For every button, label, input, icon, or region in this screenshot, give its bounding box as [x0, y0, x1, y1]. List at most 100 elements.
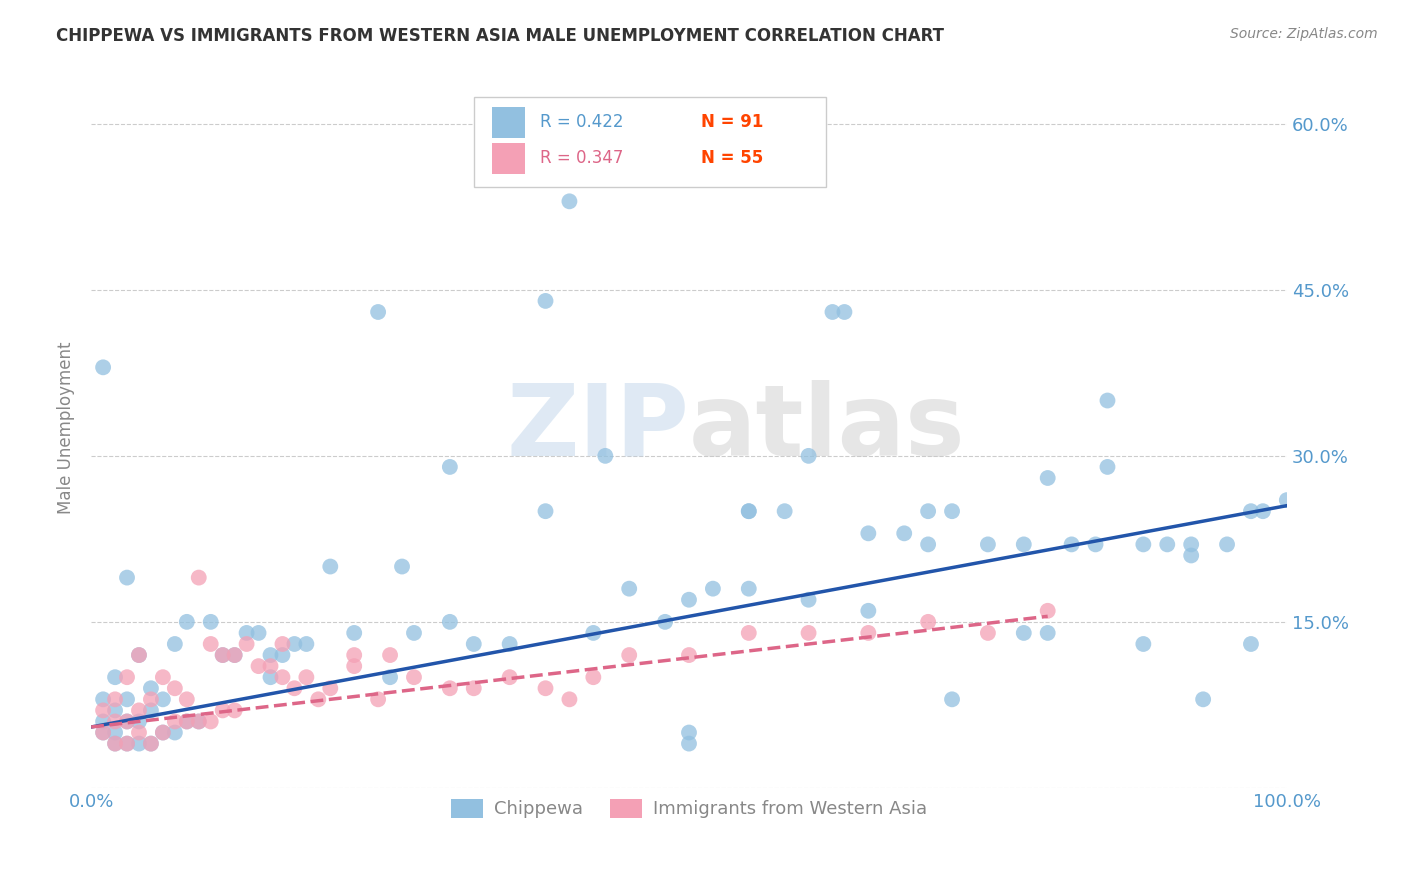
Point	[128, 703, 150, 717]
Point	[343, 626, 366, 640]
Point	[378, 648, 401, 662]
Point	[283, 681, 305, 696]
Point	[534, 504, 557, 518]
Point	[152, 725, 174, 739]
Point	[797, 592, 820, 607]
Point	[319, 681, 342, 696]
Point	[534, 293, 557, 308]
Point	[211, 648, 233, 662]
Point	[1275, 493, 1298, 508]
Point	[941, 692, 963, 706]
Point	[678, 592, 700, 607]
Point	[1036, 604, 1059, 618]
Point	[176, 692, 198, 706]
Text: Source: ZipAtlas.com: Source: ZipAtlas.com	[1230, 27, 1378, 41]
Point	[295, 670, 318, 684]
Point	[1156, 537, 1178, 551]
Point	[187, 714, 209, 729]
Point	[439, 459, 461, 474]
Point	[163, 725, 186, 739]
Point	[224, 648, 246, 662]
Point	[211, 648, 233, 662]
Point	[139, 737, 162, 751]
Point	[343, 659, 366, 673]
Point	[1097, 459, 1119, 474]
FancyBboxPatch shape	[492, 144, 526, 174]
Point	[115, 714, 138, 729]
Point	[152, 670, 174, 684]
Point	[176, 714, 198, 729]
Point	[271, 648, 294, 662]
Point	[139, 703, 162, 717]
Point	[797, 449, 820, 463]
Point	[139, 692, 162, 706]
Point	[738, 626, 761, 640]
Point	[163, 714, 186, 729]
Point	[271, 670, 294, 684]
Point	[224, 648, 246, 662]
Point	[678, 737, 700, 751]
Point	[104, 703, 127, 717]
Point	[271, 637, 294, 651]
Point	[176, 615, 198, 629]
Point	[211, 703, 233, 717]
Point	[152, 725, 174, 739]
Point	[128, 648, 150, 662]
Point	[104, 692, 127, 706]
Point	[295, 637, 318, 651]
Point	[558, 692, 581, 706]
Point	[917, 537, 939, 551]
Point	[259, 670, 281, 684]
Point	[283, 637, 305, 651]
Point	[139, 737, 162, 751]
Point	[1097, 393, 1119, 408]
Point	[402, 670, 425, 684]
Point	[1192, 692, 1215, 706]
Point	[1251, 504, 1274, 518]
Point	[439, 681, 461, 696]
Point	[128, 725, 150, 739]
Point	[619, 582, 641, 596]
Point	[152, 692, 174, 706]
Point	[917, 615, 939, 629]
Text: R = 0.422: R = 0.422	[540, 113, 623, 131]
Point	[534, 681, 557, 696]
Point	[139, 681, 162, 696]
Point	[738, 582, 761, 596]
Point	[1060, 537, 1083, 551]
Point	[91, 725, 114, 739]
Point	[163, 681, 186, 696]
Y-axis label: Male Unemployment: Male Unemployment	[58, 342, 75, 515]
Point	[654, 615, 676, 629]
Point	[858, 626, 880, 640]
Text: N = 55: N = 55	[702, 150, 763, 168]
Point	[1036, 626, 1059, 640]
Point	[773, 504, 796, 518]
Point	[834, 305, 856, 319]
Point	[115, 737, 138, 751]
Point	[678, 648, 700, 662]
Point	[115, 714, 138, 729]
Point	[104, 725, 127, 739]
Point	[391, 559, 413, 574]
Legend: Chippewa, Immigrants from Western Asia: Chippewa, Immigrants from Western Asia	[443, 792, 935, 826]
Point	[343, 648, 366, 662]
Point	[619, 648, 641, 662]
Point	[463, 681, 485, 696]
Point	[163, 637, 186, 651]
Point	[104, 714, 127, 729]
Point	[319, 559, 342, 574]
Point	[235, 626, 257, 640]
Point	[1216, 537, 1239, 551]
Point	[582, 670, 605, 684]
Point	[738, 504, 761, 518]
Text: R = 0.347: R = 0.347	[540, 150, 623, 168]
Point	[128, 648, 150, 662]
Text: ZIP: ZIP	[506, 380, 689, 476]
Point	[702, 582, 724, 596]
Text: CHIPPEWA VS IMMIGRANTS FROM WESTERN ASIA MALE UNEMPLOYMENT CORRELATION CHART: CHIPPEWA VS IMMIGRANTS FROM WESTERN ASIA…	[56, 27, 945, 45]
Point	[1012, 537, 1035, 551]
Point	[1132, 637, 1154, 651]
Point	[1084, 537, 1107, 551]
Point	[439, 615, 461, 629]
